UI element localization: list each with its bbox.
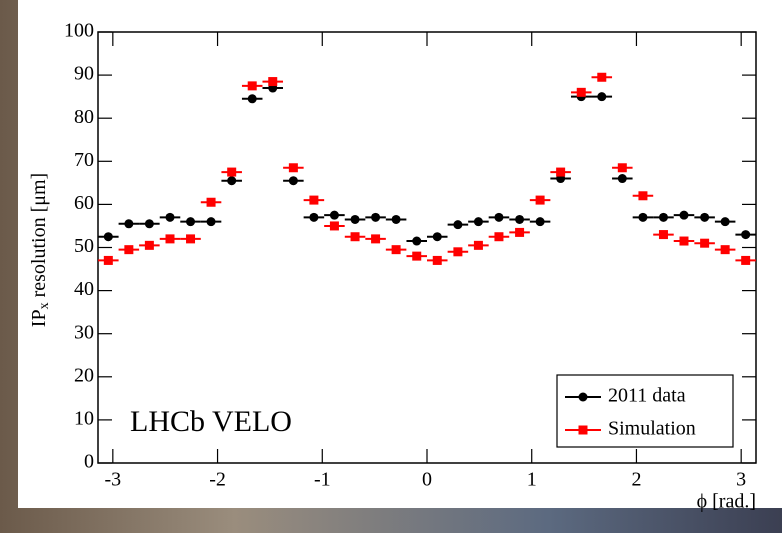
data-point	[638, 212, 648, 222]
data-point	[473, 217, 483, 227]
data-point	[371, 234, 381, 244]
data-point	[124, 245, 134, 255]
data-point	[186, 217, 196, 227]
data-point	[597, 72, 607, 82]
data-point	[473, 240, 483, 250]
y-tick-label: 100	[64, 20, 94, 42]
data-point	[227, 176, 237, 186]
data-point	[515, 214, 525, 224]
data-point	[309, 195, 319, 205]
y-tick-label: 80	[74, 106, 94, 128]
data-point	[741, 230, 751, 240]
data-point	[329, 210, 339, 220]
data-point	[103, 232, 113, 242]
annotation: LHCb VELO	[130, 405, 292, 438]
y-label-main: IP	[28, 309, 50, 327]
x-tick-label: -2	[209, 469, 226, 491]
data-point	[391, 245, 401, 255]
data-point	[206, 217, 216, 227]
data-point	[535, 217, 545, 227]
data-point	[515, 227, 525, 237]
data-point	[350, 232, 360, 242]
y-tick-label: 40	[74, 278, 94, 300]
data-point	[576, 87, 586, 97]
legend-marker	[578, 425, 588, 435]
data-point	[617, 163, 627, 173]
data-point	[556, 167, 566, 177]
y-tick-label: 60	[74, 192, 94, 214]
y-tick-label: 20	[74, 364, 94, 386]
data-point	[165, 212, 175, 222]
x-axis-label: ϕ [rad.]	[697, 491, 756, 513]
data-point	[247, 94, 257, 104]
x-tick-label: -3	[104, 469, 121, 491]
y-tick-label: 0	[84, 451, 94, 473]
data-point	[432, 232, 442, 242]
data-point	[144, 219, 154, 229]
x-tick-label: 1	[527, 469, 537, 491]
x-tick-label: 2	[631, 469, 641, 491]
data-point	[247, 81, 257, 91]
data-point	[412, 251, 422, 261]
data-point	[597, 92, 607, 102]
data-point	[494, 212, 504, 222]
data-point	[432, 255, 442, 265]
x-tick-label: 0	[422, 469, 432, 491]
data-point	[288, 176, 298, 186]
data-point	[103, 255, 113, 265]
data-point	[741, 255, 751, 265]
y-tick-label: 10	[74, 407, 94, 429]
y-axis-label: IPx resolution [μm]	[28, 173, 53, 327]
data-point	[309, 212, 319, 222]
legend-label: Simulation	[608, 418, 696, 440]
data-point	[679, 210, 689, 220]
legend-marker	[578, 392, 588, 402]
data-point	[227, 167, 237, 177]
data-point	[391, 214, 401, 224]
data-point	[700, 238, 710, 248]
data-point	[700, 212, 710, 222]
data-point	[371, 212, 381, 222]
y-label-rest: resolution [μm]	[28, 173, 50, 303]
data-point	[638, 191, 648, 201]
data-point	[453, 247, 463, 257]
data-point	[124, 219, 134, 229]
x-tick-label: -1	[314, 469, 331, 491]
legend-label: 2011 data	[608, 385, 686, 407]
data-point	[720, 217, 730, 227]
data-point	[658, 212, 668, 222]
data-point	[206, 197, 216, 207]
data-point	[350, 214, 360, 224]
data-point	[165, 234, 175, 244]
y-tick-label: 30	[74, 321, 94, 343]
legend-box	[556, 374, 734, 448]
y-tick-label: 70	[74, 149, 94, 171]
y-label-sub: x	[37, 302, 52, 309]
data-point	[658, 230, 668, 240]
data-point	[329, 221, 339, 231]
y-tick-label: 50	[74, 235, 94, 257]
data-point	[186, 234, 196, 244]
data-point	[679, 236, 689, 246]
data-point	[288, 163, 298, 173]
data-point	[720, 245, 730, 255]
data-point	[453, 220, 463, 230]
x-tick-label: 3	[736, 469, 746, 491]
data-point	[535, 195, 545, 205]
data-point	[617, 174, 627, 184]
data-point	[494, 232, 504, 242]
data-point	[144, 240, 154, 250]
y-tick-label: 90	[74, 63, 94, 85]
data-point	[268, 77, 278, 87]
data-point	[412, 236, 422, 246]
